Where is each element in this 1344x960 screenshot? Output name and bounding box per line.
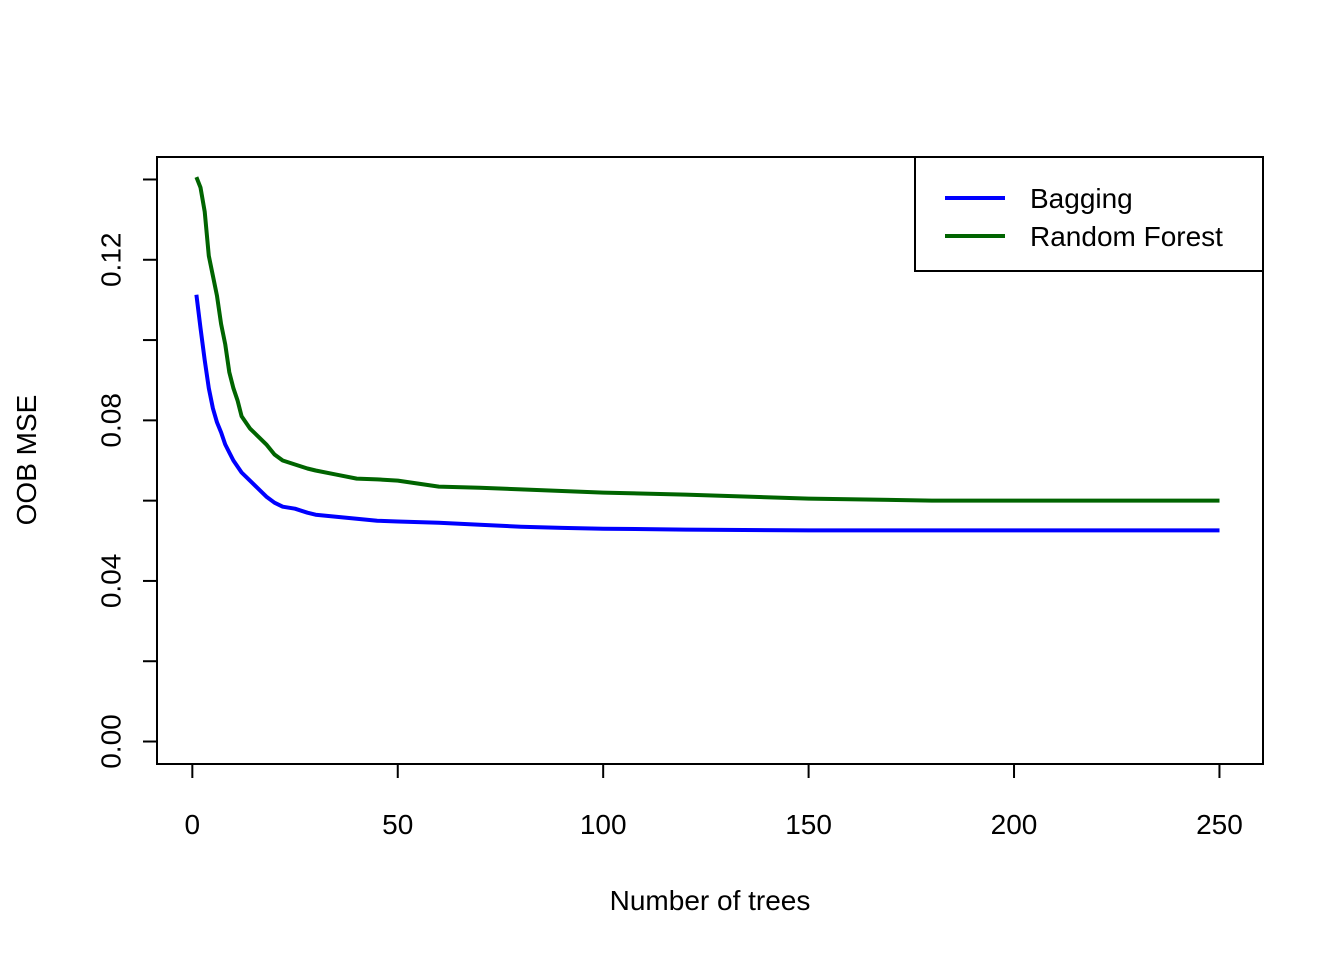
y-axis-label: OOB MSE bbox=[11, 395, 42, 526]
series-line-bagging bbox=[194, 294, 1220, 533]
x-tick-label: 100 bbox=[580, 809, 627, 840]
y-tick-label: 0.08 bbox=[96, 393, 127, 448]
y-axis: 0.00 0.04 0.08 0.12 bbox=[96, 178, 158, 769]
x-tick-label: 50 bbox=[382, 809, 413, 840]
x-tick-label: 250 bbox=[1196, 809, 1243, 840]
x-tick-label: 150 bbox=[785, 809, 832, 840]
series-layer bbox=[194, 176, 1220, 533]
legend-box bbox=[914, 156, 1264, 272]
y-tick-label: 0.12 bbox=[96, 233, 127, 288]
x-axis: 0 50 100 150 200 250 bbox=[185, 763, 1243, 840]
legend-label-bagging: Bagging bbox=[1030, 183, 1133, 214]
legend-label-random-forest: Random Forest bbox=[1030, 221, 1223, 252]
legend: Bagging Random Forest bbox=[914, 156, 1264, 272]
series-line-random-forest bbox=[194, 176, 1220, 503]
y-tick-label: 0.00 bbox=[96, 714, 127, 769]
x-axis-label: Number of trees bbox=[610, 885, 811, 916]
y-tick-label: 0.04 bbox=[96, 554, 127, 609]
x-tick-label: 200 bbox=[991, 809, 1038, 840]
x-tick-label: 0 bbox=[185, 809, 201, 840]
